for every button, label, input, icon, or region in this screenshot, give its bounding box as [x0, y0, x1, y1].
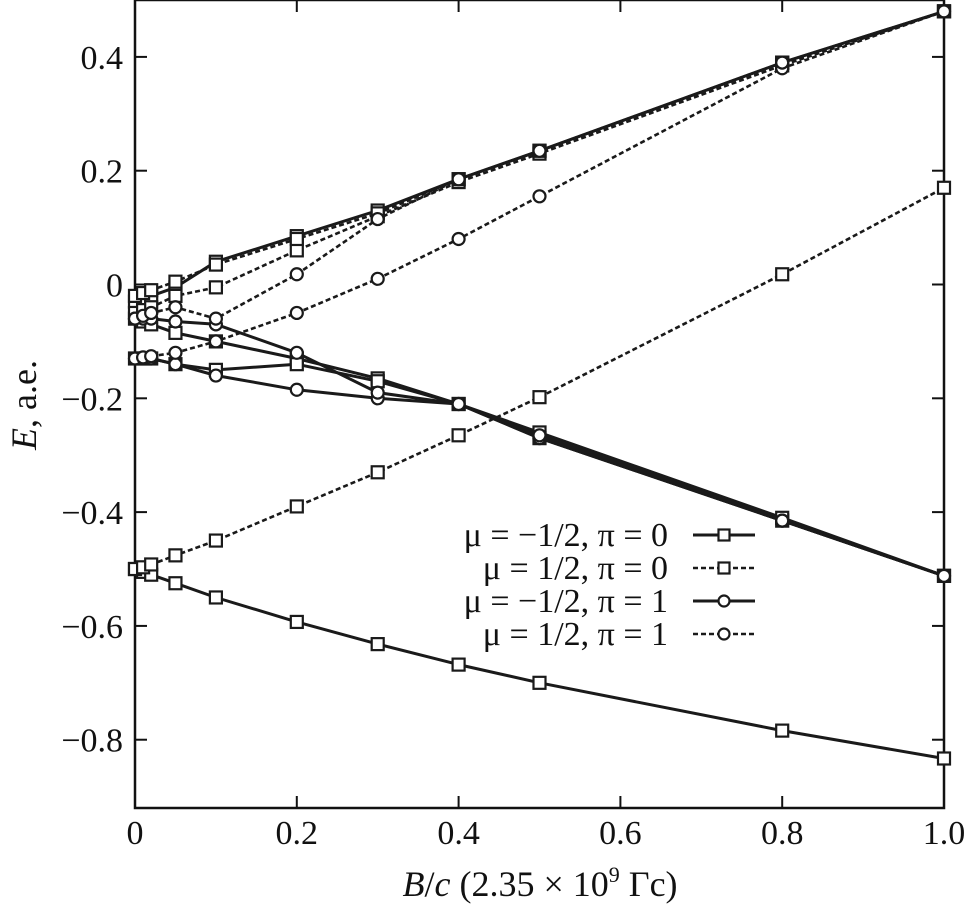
y-tick-label: −0.4: [61, 495, 123, 532]
y-tick-label: 0.4: [81, 40, 124, 77]
data-point: [289, 345, 304, 360]
data-point: [936, 568, 952, 583]
data-point: [289, 305, 304, 321]
legend-label: μ = 1/2, π = 0: [483, 550, 668, 587]
series-11: [127, 4, 952, 326]
data-point: [208, 334, 223, 349]
y-tick-label: 0: [106, 268, 123, 305]
series-6: [127, 4, 952, 321]
legend-marker: [717, 627, 731, 641]
data-point: [289, 267, 304, 282]
series-5: [127, 180, 952, 577]
x-tick-label: 0.2: [276, 815, 319, 852]
data-point: [208, 257, 223, 272]
plot-frame: [133, 0, 946, 810]
x-tick-label: 0: [127, 815, 144, 852]
series-layer: [127, 4, 952, 766]
x-tick-label: 1.0: [923, 815, 966, 852]
y-axis-title: E, а.е.: [4, 360, 44, 451]
data-point: [208, 280, 223, 295]
legend-label: μ = −1/2, π = 1: [464, 583, 668, 620]
series-line: [134, 10, 945, 360]
data-point: [532, 428, 547, 443]
data-point: [370, 374, 385, 389]
x-axis-title: B/c (2.35 × 109 Гс): [402, 862, 677, 904]
data-point: [289, 357, 304, 372]
data-point: [775, 513, 790, 528]
data-point: [532, 390, 547, 405]
data-point: [168, 314, 183, 329]
data-point: [370, 637, 385, 652]
data-point: [532, 143, 547, 158]
series-line: [134, 10, 945, 315]
data-point: [144, 283, 159, 298]
data-point: [370, 211, 385, 227]
data-point: [168, 548, 183, 563]
y-tick-label: −0.2: [61, 381, 123, 418]
data-point: [451, 396, 466, 412]
data-point: [370, 465, 385, 480]
data-point: [775, 267, 790, 282]
series-line: [134, 186, 945, 571]
data-point: [451, 428, 466, 443]
legend-marker: [717, 594, 731, 608]
data-point: [775, 723, 790, 738]
data-point: [289, 231, 304, 247]
data-point: [208, 311, 223, 326]
data-point: [451, 657, 466, 672]
y-tick-label: 0.2: [81, 154, 124, 191]
data-point: [936, 4, 952, 19]
legend-marker: [717, 561, 731, 575]
axis-ticks: 0 0.2 0.4 0.6 0.8 1.0 0.4 0.2 0 −0.2 −0.4 −0.6 −0.8: [61, 0, 965, 852]
data-point: [168, 576, 183, 591]
x-tick-label: 0.6: [599, 815, 642, 852]
data-point: [532, 189, 547, 204]
data-point: [451, 172, 466, 187]
legend-marker: [717, 528, 731, 542]
data-point: [168, 325, 183, 340]
data-point: [289, 382, 304, 397]
series-10: [127, 4, 952, 366]
data-point: [168, 345, 183, 360]
data-point: [144, 349, 159, 364]
data-point: [168, 357, 183, 372]
data-point: [208, 533, 223, 548]
data-point: [532, 675, 547, 690]
data-point: [168, 300, 183, 315]
series-line: [134, 10, 945, 320]
data-point: [289, 243, 304, 258]
y-tick-label: −0.8: [61, 723, 123, 760]
data-point: [370, 385, 385, 400]
data-point: [208, 590, 223, 605]
data-point: [144, 305, 159, 321]
data-point: [936, 751, 952, 766]
legend-label: μ = 1/2, π = 1: [483, 616, 668, 653]
data-point: [168, 274, 183, 289]
legend-label: μ = −1/2, π = 0: [464, 517, 668, 554]
data-point: [144, 557, 159, 572]
data-point: [289, 499, 304, 514]
y-tick-label: −0.6: [61, 609, 123, 646]
data-point: [936, 180, 952, 195]
data-point: [208, 368, 223, 383]
data-point: [370, 271, 385, 286]
data-point: [289, 614, 304, 630]
data-point: [775, 55, 790, 70]
x-tick-label: 0.8: [761, 815, 804, 852]
data-point: [451, 231, 466, 247]
x-tick-label: 0.4: [437, 815, 480, 852]
data-point: [168, 288, 183, 303]
legend: μ = −1/2, π = 0μ = 1/2, π = 0μ = −1/2, π…: [464, 517, 755, 653]
